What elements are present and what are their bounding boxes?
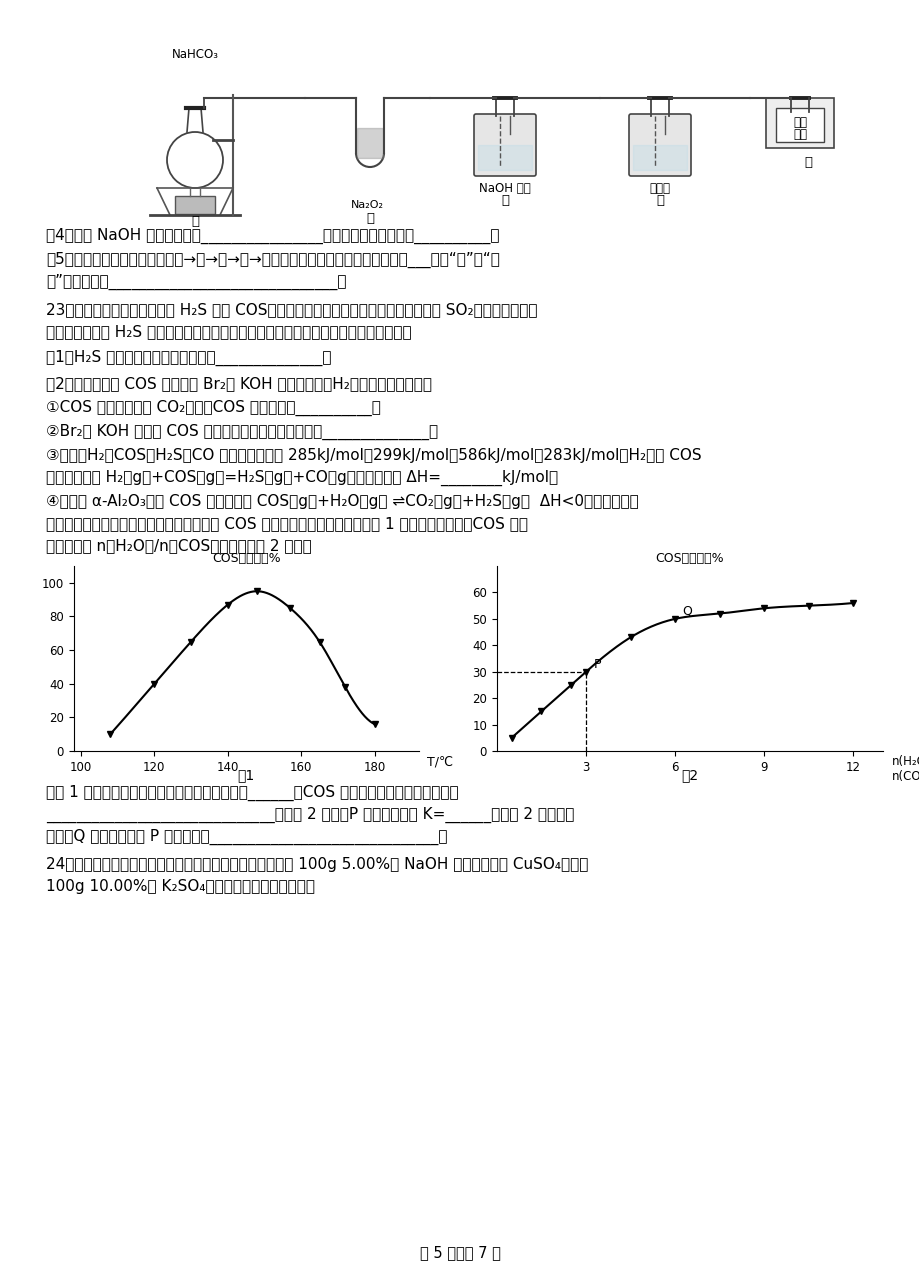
Text: 图2: 图2 — [681, 768, 698, 782]
Text: NaOH 溶液: NaOH 溶液 — [479, 182, 530, 195]
Text: 丙: 丙 — [501, 193, 508, 207]
Bar — [775, 108, 823, 143]
Text: 23．煎气中主要的含硫杂质有 H₂S 以及 COS（有机硫），煎气燃烧后含硫杂质会转化成 SO₂从而引起大气污: 23．煎气中主要的含硫杂质有 H₂S 以及 COS（有机硫），煎气燃烧后含硫杂质… — [46, 302, 537, 317]
Text: （5）若把原装置连接顺序改为甲→丙→乙→丁→戊，则在装置戊中能否收集到氧气？___（填“能”或“不: （5）若把原装置连接顺序改为甲→丙→乙→丁→戊，则在装置戊中能否收集到氧气？__… — [46, 252, 499, 269]
Text: ②Br₂的 KOH 溶液将 COS 氧化为硫酸盐的离子方程式为______________。: ②Br₂的 KOH 溶液将 COS 氧化为硫酸盐的离子方程式为_________… — [46, 424, 437, 440]
Text: ③已知：H₂、COS、H₂S、CO 的燃烧热依次为 285kJ/mol、299kJ/mol、586kJ/mol、283kJ/mol；H₂还原 COS: ③已知：H₂、COS、H₂S、CO 的燃烧热依次为 285kJ/mol、299k… — [46, 448, 701, 463]
Title: COS的转化率%: COS的转化率% — [211, 551, 280, 565]
Text: （4）丙中 NaOH 溢液的作用是________________，丁中浓硫酸的作用是__________。: （4）丙中 NaOH 溢液的作用是________________，丁中浓硫酸的… — [46, 228, 499, 244]
Text: 丁: 丁 — [655, 193, 664, 207]
Text: 浓硫酸: 浓硫酸 — [649, 182, 670, 195]
Text: ______________________________。由图 2 可知，P 点时平衡常数 K=______（保留 2 位有效数: ______________________________。由图 2 可知，P… — [46, 807, 573, 824]
FancyBboxPatch shape — [473, 115, 536, 176]
Text: ④用活性 α-Al₂O₃催化 COS 水解反应为 COS（g）+H₂O（g） ⇌CO₂（g）+H₂S（g）  ΔH<0，相同流量且: ④用活性 α-Al₂O₃催化 COS 水解反应为 COS（g）+H₂O（g） ⇌… — [46, 494, 638, 509]
Text: n(H₂O)
n(COS): n(H₂O) n(COS) — [891, 755, 919, 783]
Bar — [175, 196, 215, 214]
Text: 发生的反应为 H₂（g）+COS（g）=H₂S（g）+CO（g），该反应的 ΔH=________kJ/mol。: 发生的反应为 H₂（g）+COS（g）=H₂S（g）+CO（g），该反应的 ΔH… — [46, 470, 558, 486]
Text: 甲: 甲 — [191, 215, 199, 228]
Title: COS的转化率%: COS的转化率% — [655, 551, 723, 565]
Text: 收集: 收集 — [792, 116, 806, 129]
Text: NaHCO₃: NaHCO₃ — [171, 48, 219, 61]
Text: 24．下图一所示装置中，甲、乙、丙三个烧杯依次分别盛放 100g 5.00%的 NaOH 溶液，足量的 CuSO₄溶液和: 24．下图一所示装置中，甲、乙、丙三个烧杯依次分别盛放 100g 5.00%的 … — [46, 857, 588, 872]
Text: 装置: 装置 — [792, 129, 806, 141]
Text: 在催化剂表面停留相同时间时，不同温度下 COS 的转化率（未达到平衡）如图 1 所示；某温度下，COS 的平: 在催化剂表面停留相同时间时，不同温度下 COS 的转化率（未达到平衡）如图 1 … — [46, 516, 528, 531]
Text: 衡转化率与 n（H₂O）/n（COS）的关系如图 2 所示。: 衡转化率与 n（H₂O）/n（COS）的关系如图 2 所示。 — [46, 538, 312, 552]
Text: 第 5 页，共 7 页: 第 5 页，共 7 页 — [419, 1245, 500, 1260]
Text: T/℃: T/℃ — [426, 755, 452, 768]
Text: 字）。Q 点转化率高于 P 点的原因是______________________________。: 字）。Q 点转化率高于 P 点的原因是_____________________… — [46, 829, 447, 845]
Text: Q: Q — [682, 605, 692, 617]
Text: ①COS 的分子结构与 CO₂相似，COS 的结构式为__________。: ①COS 的分子结构与 CO₂相似，COS 的结构式为__________。 — [46, 400, 380, 416]
Text: 100g 10.00%的 K₂SO₄溶液，电极均为石墨电极。: 100g 10.00%的 K₂SO₄溶液，电极均为石墨电极。 — [46, 878, 314, 894]
Bar — [766, 98, 834, 148]
Text: （1）H₂S 在水溶液中的电离方程式为______________。: （1）H₂S 在水溶液中的电离方程式为______________。 — [46, 350, 331, 367]
Text: P: P — [593, 658, 600, 671]
Text: 戊: 戊 — [803, 157, 811, 169]
Text: 能”），原因是______________________________。: 能”），原因是______________________________。 — [46, 274, 346, 290]
Text: （2）脱除煎气中 COS 的方法有 Br₂的 KOH 溶液氧化法、H₂还原法、水解法等。: （2）脱除煎气中 COS 的方法有 Br₂的 KOH 溶液氧化法、H₂还原法、水… — [46, 376, 432, 391]
Text: 染，因此煎气中 H₂S 的脱出程度已成为煎气洁净度的一个重要指标。请回答下列问题：: 染，因此煎气中 H₂S 的脱出程度已成为煎气洁净度的一个重要指标。请回答下列问题… — [46, 325, 411, 339]
Text: 由图 1 可知，催化剂活性最大时对应的温度约为______，COS 的转化率在后期下降的原因是: 由图 1 可知，催化剂活性最大时对应的温度约为______，COS 的转化率在后… — [46, 785, 459, 801]
Text: 图1: 图1 — [237, 768, 255, 782]
Text: 乙: 乙 — [366, 213, 374, 225]
FancyBboxPatch shape — [629, 115, 690, 176]
Text: Na₂O₂: Na₂O₂ — [350, 200, 383, 210]
